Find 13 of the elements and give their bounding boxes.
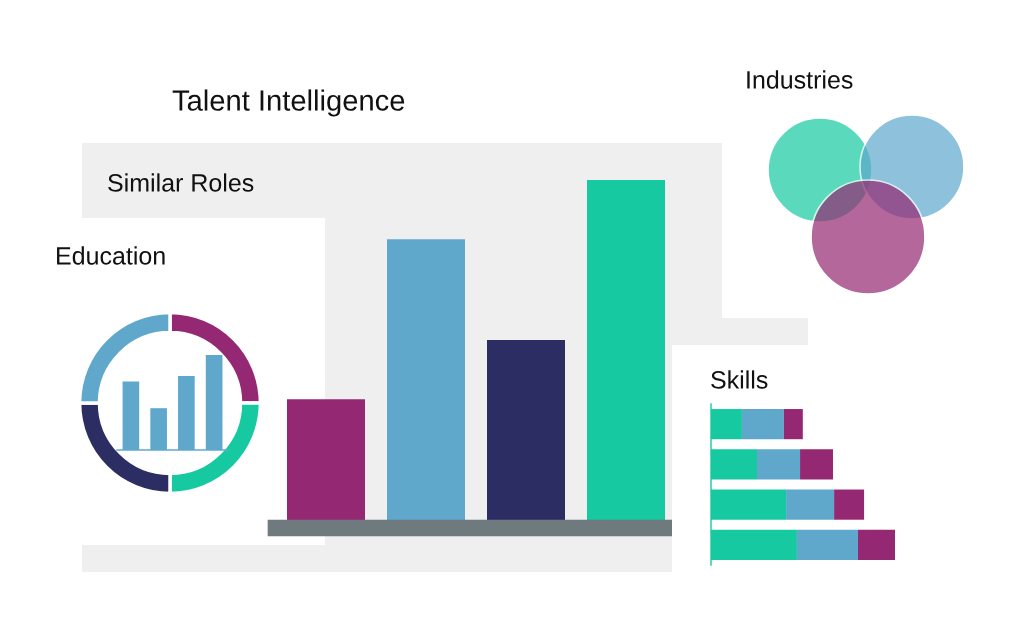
bar	[757, 449, 801, 480]
bar	[858, 529, 895, 560]
chart-title: Education	[57, 246, 165, 265]
bar	[783, 409, 803, 440]
chart-title: Skills	[711, 370, 768, 389]
chart-title: Talent Intelligence	[172, 89, 405, 117]
bar	[800, 449, 833, 480]
bar	[741, 409, 784, 440]
bar	[786, 489, 835, 520]
bar	[796, 529, 859, 560]
bar	[834, 489, 865, 520]
text: Industries	[747, 70, 853, 89]
chart-subtitle: Similar Roles	[108, 173, 254, 192]
